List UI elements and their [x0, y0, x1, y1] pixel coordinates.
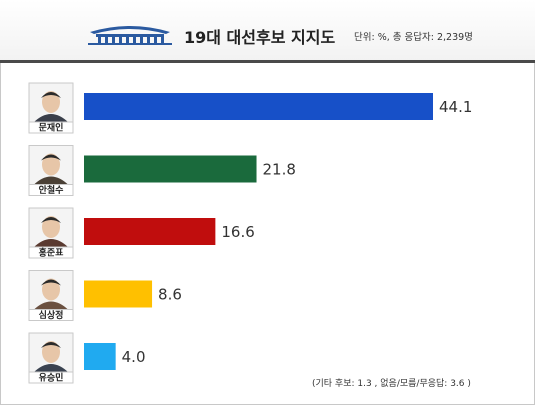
bar-5 [84, 343, 116, 370]
header-divider [0, 60, 535, 63]
blue-house-logo-icon [88, 26, 172, 45]
candidate-avatar [28, 270, 74, 321]
bar-1 [84, 93, 433, 120]
candidate-avatar [28, 207, 74, 259]
chart-header: 19대 대선후보 지지도 단위: %, 총 응답자: 2,239명 [0, 0, 535, 62]
candidate-name-label: 문재인 [39, 122, 64, 134]
value-label: 44.1 [439, 98, 472, 116]
chart-title: 19대 대선후보 지지도 [184, 28, 336, 47]
candidate-name-label: 홍준표 [39, 247, 65, 259]
bar-2 [84, 155, 257, 183]
value-label: 8.6 [158, 286, 182, 304]
candidate-avatar [28, 82, 74, 134]
candidate-avatar [28, 332, 74, 384]
candidate-name-label: 심상정 [39, 309, 64, 321]
bar-4 [84, 280, 153, 308]
value-label: 21.8 [263, 161, 296, 179]
footnote: (기타 후보: 1.3 , 없음/모름/무응답: 3.6 ) [312, 379, 471, 389]
chart-subtitle: 단위: %, 총 응답자: 2,239명 [354, 32, 473, 43]
value-label: 4.0 [122, 348, 146, 366]
candidate-name-label: 안철수 [39, 184, 64, 196]
candidate-avatar [28, 145, 74, 196]
candidate-name-label: 유승민 [39, 372, 64, 384]
value-label: 16.6 [221, 223, 254, 241]
bar-3 [84, 218, 216, 245]
